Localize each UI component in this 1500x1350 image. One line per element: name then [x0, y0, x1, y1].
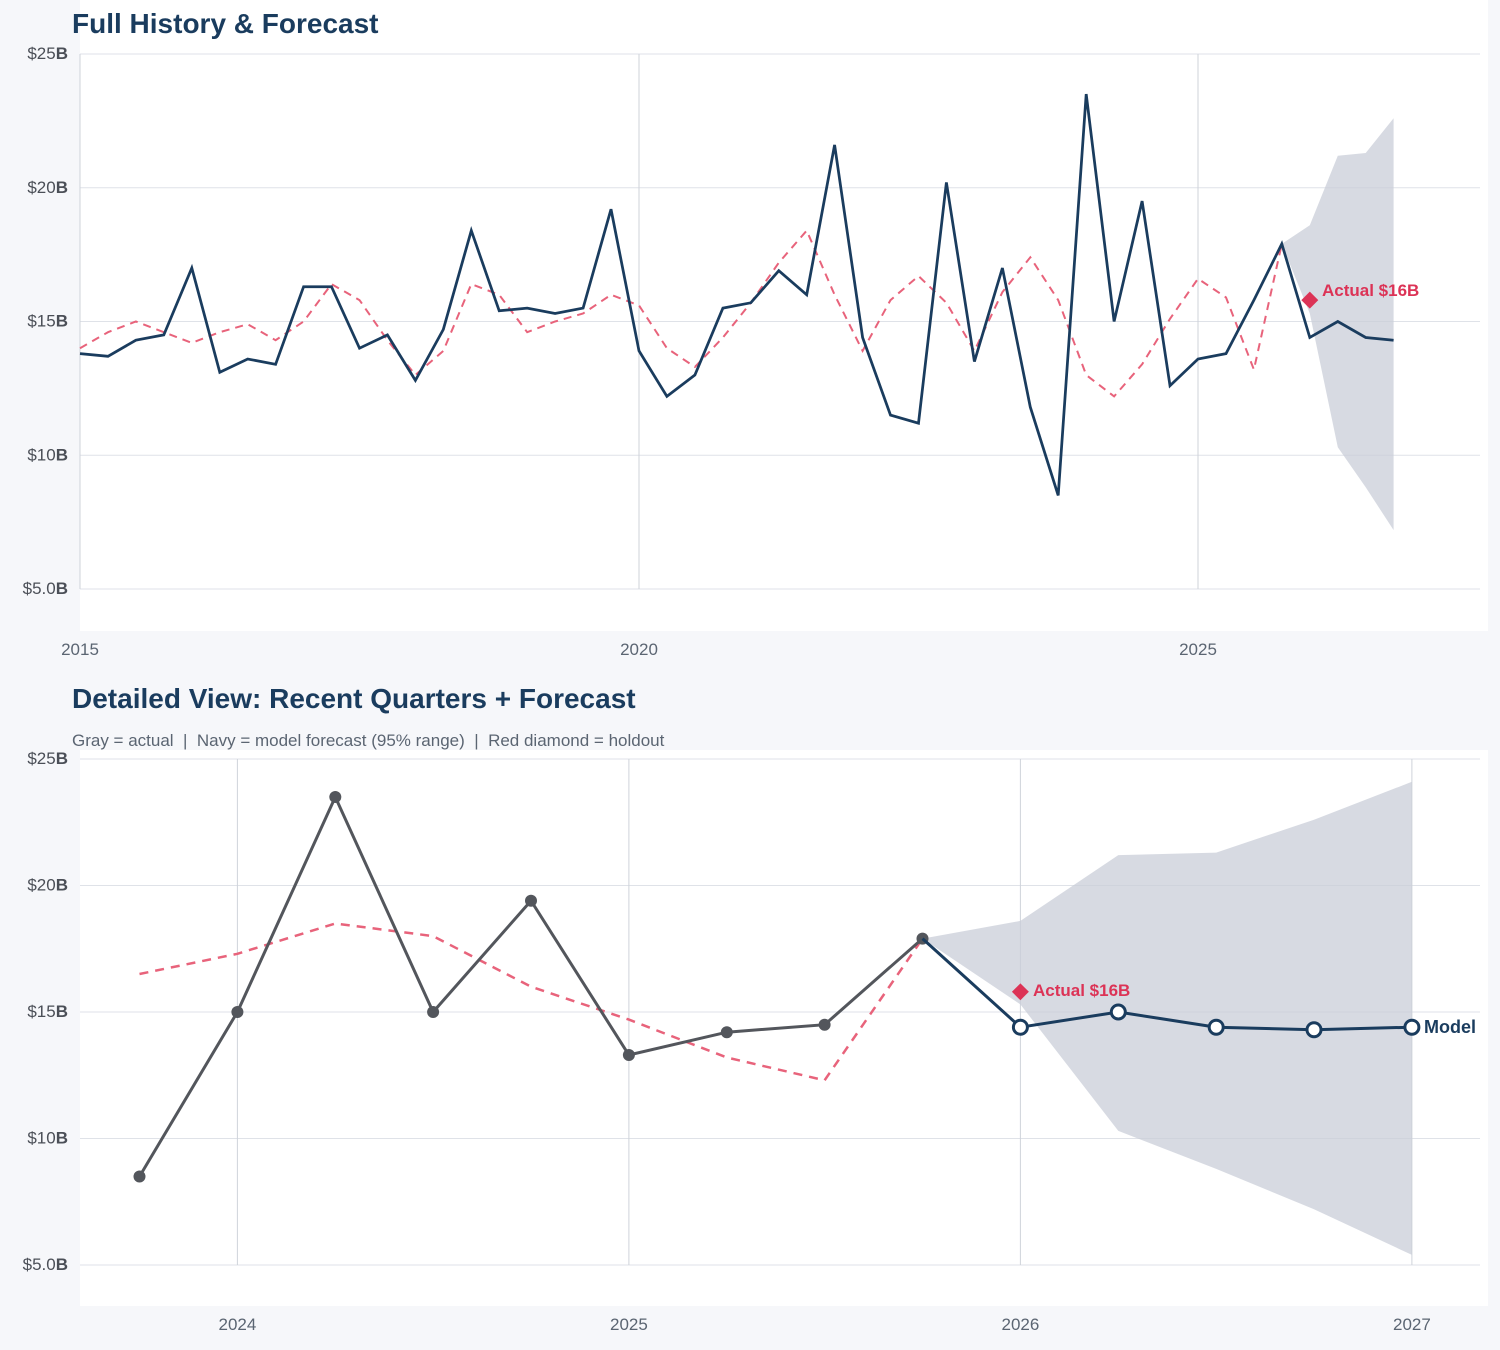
svg-text:$20B: $20B	[27, 876, 68, 895]
svg-text:2027: 2027	[1393, 1315, 1431, 1334]
svg-text:2026: 2026	[1001, 1315, 1039, 1334]
svg-text:Model: Model	[1424, 1017, 1476, 1037]
svg-text:$5.0B: $5.0B	[23, 1255, 68, 1274]
svg-text:$10B: $10B	[27, 445, 68, 464]
svg-text:Actual $16B: Actual $16B	[1033, 981, 1130, 1000]
svg-text:$25B: $25B	[27, 749, 68, 768]
svg-text:$5.0B: $5.0B	[23, 579, 68, 598]
svg-text:$25B: $25B	[27, 44, 68, 63]
svg-text:2015: 2015	[61, 640, 99, 659]
svg-text:2025: 2025	[1179, 640, 1217, 659]
svg-text:Actual $16B: Actual $16B	[1322, 281, 1419, 300]
svg-text:2020: 2020	[620, 640, 658, 659]
svg-text:2025: 2025	[610, 1315, 648, 1334]
svg-text:$10B: $10B	[27, 1129, 68, 1148]
svg-text:$15B: $15B	[27, 1002, 68, 1021]
svg-text:$15B: $15B	[27, 312, 68, 331]
svg-text:$20B: $20B	[27, 178, 68, 197]
svg-text:2024: 2024	[218, 1315, 256, 1334]
